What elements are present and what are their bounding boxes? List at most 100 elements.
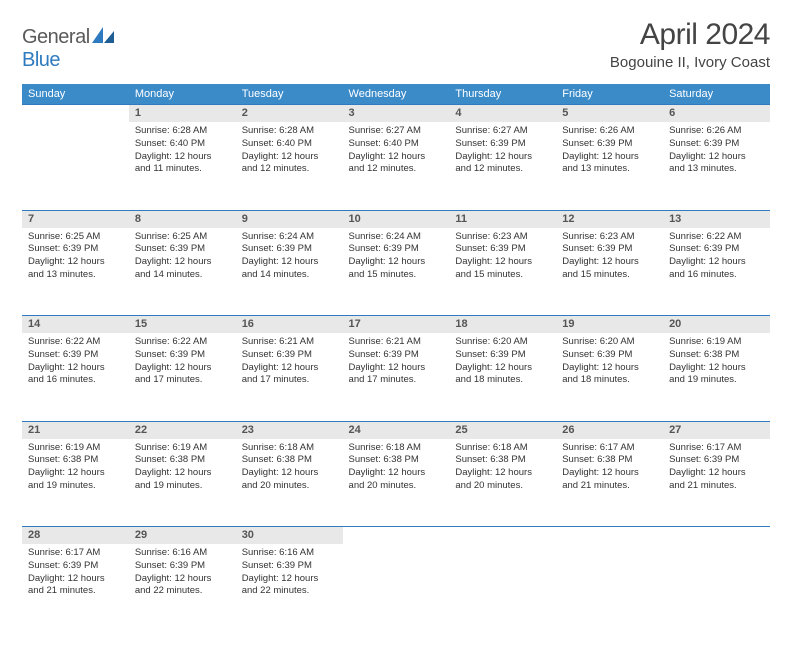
sunrise-line: Sunrise: 6:20 AM: [562, 336, 657, 349]
day-detail-cell: Sunrise: 6:22 AMSunset: 6:39 PMDaylight:…: [129, 333, 236, 421]
day-detail: Sunrise: 6:19 AMSunset: 6:38 PMDaylight:…: [22, 439, 129, 499]
sunset-line: Sunset: 6:39 PM: [242, 349, 337, 362]
day-detail-cell: [556, 544, 663, 632]
sunset-line: Sunset: 6:38 PM: [669, 349, 764, 362]
daylight-line: Daylight: 12 hours and 17 minutes.: [349, 362, 444, 388]
day-cell: [22, 105, 129, 123]
weekday-header: Tuesday: [236, 84, 343, 105]
day-detail-cell: Sunrise: 6:16 AMSunset: 6:39 PMDaylight:…: [129, 544, 236, 632]
day-cell: 14: [22, 316, 129, 334]
day-detail-cell: Sunrise: 6:24 AMSunset: 6:39 PMDaylight:…: [343, 228, 450, 316]
calendar-table: Sunday Monday Tuesday Wednesday Thursday…: [22, 84, 770, 632]
sunset-line: Sunset: 6:38 PM: [242, 454, 337, 467]
day-cell: 10: [343, 210, 450, 228]
detail-row: Sunrise: 6:19 AMSunset: 6:38 PMDaylight:…: [22, 439, 770, 527]
month-title: April 2024: [610, 18, 770, 52]
detail-row: Sunrise: 6:25 AMSunset: 6:39 PMDaylight:…: [22, 228, 770, 316]
day-detail: Sunrise: 6:24 AMSunset: 6:39 PMDaylight:…: [343, 228, 450, 288]
day-cell: 29: [129, 527, 236, 545]
day-number: 3: [343, 105, 450, 122]
day-number: 29: [129, 527, 236, 544]
sunset-line: Sunset: 6:39 PM: [455, 243, 550, 256]
day-detail: Sunrise: 6:27 AMSunset: 6:40 PMDaylight:…: [343, 122, 450, 182]
weekday-header: Thursday: [449, 84, 556, 105]
daylight-line: Daylight: 12 hours and 18 minutes.: [455, 362, 550, 388]
daylight-line: Daylight: 12 hours and 22 minutes.: [135, 573, 230, 599]
day-cell: 23: [236, 421, 343, 439]
sunrise-line: Sunrise: 6:26 AM: [669, 125, 764, 138]
day-detail-cell: Sunrise: 6:25 AMSunset: 6:39 PMDaylight:…: [129, 228, 236, 316]
sunset-line: Sunset: 6:39 PM: [28, 560, 123, 573]
daylight-line: Daylight: 12 hours and 20 minutes.: [242, 467, 337, 493]
sunset-line: Sunset: 6:38 PM: [562, 454, 657, 467]
daylight-line: Daylight: 12 hours and 12 minutes.: [349, 151, 444, 177]
day-detail: Sunrise: 6:16 AMSunset: 6:39 PMDaylight:…: [129, 544, 236, 604]
day-cell: 16: [236, 316, 343, 334]
day-detail-cell: [343, 544, 450, 632]
day-detail-cell: [663, 544, 770, 632]
day-number: 12: [556, 211, 663, 228]
day-detail: Sunrise: 6:19 AMSunset: 6:38 PMDaylight:…: [663, 333, 770, 393]
day-detail: Sunrise: 6:21 AMSunset: 6:39 PMDaylight:…: [236, 333, 343, 393]
calendar-page: GeneralBlue April 2024 Bogouine II, Ivor…: [0, 0, 792, 650]
daynum-row: 78910111213: [22, 210, 770, 228]
day-detail-cell: Sunrise: 6:22 AMSunset: 6:39 PMDaylight:…: [22, 333, 129, 421]
day-number: 7: [22, 211, 129, 228]
day-cell: [449, 527, 556, 545]
title-block: April 2024 Bogouine II, Ivory Coast: [610, 18, 770, 71]
sunset-line: Sunset: 6:39 PM: [562, 349, 657, 362]
sunrise-line: Sunrise: 6:22 AM: [135, 336, 230, 349]
day-cell: 11: [449, 210, 556, 228]
day-cell: 26: [556, 421, 663, 439]
day-cell: 7: [22, 210, 129, 228]
sunset-line: Sunset: 6:40 PM: [135, 138, 230, 151]
day-detail: Sunrise: 6:17 AMSunset: 6:38 PMDaylight:…: [556, 439, 663, 499]
sunrise-line: Sunrise: 6:23 AM: [562, 231, 657, 244]
day-number: 10: [343, 211, 450, 228]
daynum-row: 123456: [22, 105, 770, 123]
day-detail: Sunrise: 6:26 AMSunset: 6:39 PMDaylight:…: [556, 122, 663, 182]
sunrise-line: Sunrise: 6:16 AM: [242, 547, 337, 560]
sunrise-line: Sunrise: 6:22 AM: [669, 231, 764, 244]
daylight-line: Daylight: 12 hours and 15 minutes.: [455, 256, 550, 282]
day-cell: 13: [663, 210, 770, 228]
sunrise-line: Sunrise: 6:17 AM: [28, 547, 123, 560]
sunset-line: Sunset: 6:40 PM: [349, 138, 444, 151]
daylight-line: Daylight: 12 hours and 21 minutes.: [562, 467, 657, 493]
day-detail-cell: Sunrise: 6:19 AMSunset: 6:38 PMDaylight:…: [129, 439, 236, 527]
day-cell: 1: [129, 105, 236, 123]
day-number: 13: [663, 211, 770, 228]
daylight-line: Daylight: 12 hours and 20 minutes.: [455, 467, 550, 493]
day-cell: 22: [129, 421, 236, 439]
logo-part2: Blue: [22, 49, 60, 71]
daylight-line: Daylight: 12 hours and 15 minutes.: [562, 256, 657, 282]
day-cell: 2: [236, 105, 343, 123]
day-detail: Sunrise: 6:26 AMSunset: 6:39 PMDaylight:…: [663, 122, 770, 182]
day-detail-cell: Sunrise: 6:26 AMSunset: 6:39 PMDaylight:…: [663, 122, 770, 210]
daylight-line: Daylight: 12 hours and 12 minutes.: [455, 151, 550, 177]
day-detail-cell: Sunrise: 6:21 AMSunset: 6:39 PMDaylight:…: [236, 333, 343, 421]
day-cell: [556, 527, 663, 545]
day-detail-cell: Sunrise: 6:19 AMSunset: 6:38 PMDaylight:…: [22, 439, 129, 527]
day-detail-cell: Sunrise: 6:17 AMSunset: 6:39 PMDaylight:…: [663, 439, 770, 527]
day-number: 5: [556, 105, 663, 122]
weekday-header: Monday: [129, 84, 236, 105]
day-detail: Sunrise: 6:23 AMSunset: 6:39 PMDaylight:…: [449, 228, 556, 288]
day-cell: 18: [449, 316, 556, 334]
sunrise-line: Sunrise: 6:25 AM: [135, 231, 230, 244]
day-detail: Sunrise: 6:22 AMSunset: 6:39 PMDaylight:…: [663, 228, 770, 288]
day-number: [663, 527, 770, 544]
day-cell: 17: [343, 316, 450, 334]
day-cell: 12: [556, 210, 663, 228]
sunset-line: Sunset: 6:39 PM: [669, 454, 764, 467]
sunrise-line: Sunrise: 6:24 AM: [349, 231, 444, 244]
day-detail-cell: Sunrise: 6:20 AMSunset: 6:39 PMDaylight:…: [449, 333, 556, 421]
daylight-line: Daylight: 12 hours and 13 minutes.: [562, 151, 657, 177]
sunset-line: Sunset: 6:39 PM: [349, 243, 444, 256]
daynum-row: 282930: [22, 527, 770, 545]
sunrise-line: Sunrise: 6:24 AM: [242, 231, 337, 244]
day-number: 26: [556, 422, 663, 439]
sunrise-line: Sunrise: 6:22 AM: [28, 336, 123, 349]
day-number: 19: [556, 316, 663, 333]
weekday-header: Saturday: [663, 84, 770, 105]
